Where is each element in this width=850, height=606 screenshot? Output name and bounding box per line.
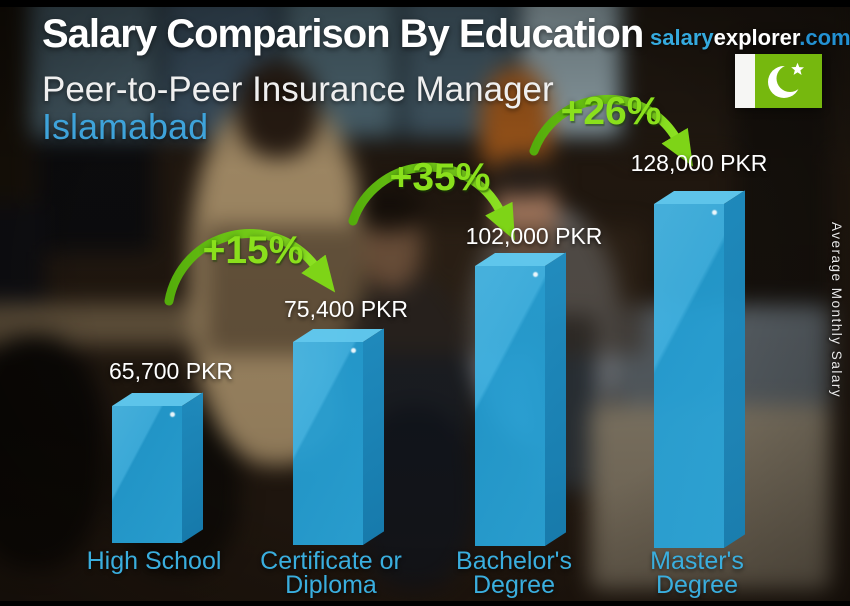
photo-blob xyxy=(30,0,155,135)
bar-side-face xyxy=(363,328,384,545)
photo-blob xyxy=(0,0,30,215)
city-label: Islamabad xyxy=(42,106,209,147)
pakistan-flag-icon xyxy=(735,54,822,108)
photo-blob xyxy=(35,140,155,252)
bar-highlight xyxy=(170,412,175,417)
category-label-high-school: High School xyxy=(86,547,222,575)
bar-side-face xyxy=(724,190,745,549)
bar-side-face xyxy=(182,392,203,543)
photo-blob xyxy=(237,60,319,158)
y-axis-label: Average Monthly Salary xyxy=(829,222,844,399)
logo-salary-text: salary xyxy=(650,25,714,50)
bar-highlight xyxy=(533,272,538,277)
value-label-high-school: 65,700 PKR xyxy=(108,358,234,384)
site-logo-link[interactable]: salaryexplorer.com xyxy=(650,25,850,51)
bar-front-face xyxy=(112,406,182,543)
bar-highlight xyxy=(712,210,717,215)
logo-explorer-text: explorer xyxy=(713,25,800,50)
increase-label-3: +26% xyxy=(560,90,662,133)
bar-front-face xyxy=(293,342,363,545)
increase-label-1: +15% xyxy=(202,229,304,272)
page-title: Salary Comparison By Education xyxy=(42,12,644,56)
value-label-masters-degree: 128,000 PKR xyxy=(630,150,768,176)
category-label-bachelors-degree: Bachelor's Degree xyxy=(456,547,572,599)
bar-front-face xyxy=(654,204,724,548)
photo-blob xyxy=(0,335,105,570)
top-letterbox-bar xyxy=(0,0,850,7)
job-title: Peer-to-Peer Insurance Manager xyxy=(42,70,554,109)
bar-highlight xyxy=(351,348,356,353)
value-label-certificate-or-diploma: 75,400 PKR xyxy=(283,296,409,322)
logo-tld-text: .com xyxy=(799,25,850,50)
bottom-letterbox-bar xyxy=(0,601,850,606)
bar-side-face xyxy=(545,252,566,547)
value-label-bachelors-degree: 102,000 PKR xyxy=(465,223,603,249)
bar-front-face xyxy=(475,266,545,546)
increase-label-2: +35% xyxy=(389,156,491,199)
category-label-masters-degree: Master's Degree xyxy=(650,547,744,599)
category-label-certificate-or-diploma: Certificate or Diploma xyxy=(260,547,402,599)
